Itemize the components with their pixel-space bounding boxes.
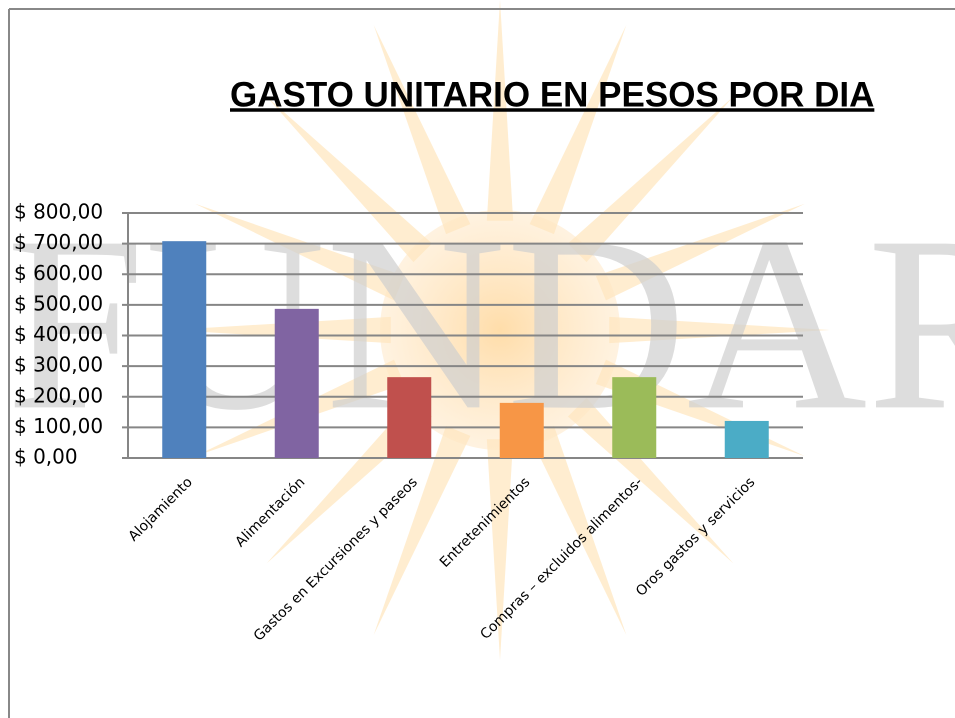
y-tick-label: $ 300,00 bbox=[14, 353, 103, 377]
bar bbox=[725, 421, 769, 458]
bar bbox=[612, 377, 656, 458]
bar bbox=[387, 377, 431, 458]
bar bbox=[162, 241, 206, 458]
y-tick-label: $ 800,00 bbox=[14, 200, 103, 224]
y-tick-label: $ 200,00 bbox=[14, 383, 103, 407]
bar bbox=[275, 309, 319, 458]
x-tick-label: Oros gastos y servicios bbox=[633, 474, 758, 599]
y-tick-label: $ 0,00 bbox=[14, 445, 78, 469]
x-tick-label: Entretenimientos bbox=[437, 474, 534, 571]
page: {"chart_data": {"type": "bar", "title": … bbox=[0, 0, 955, 718]
x-tick-label: Alimentación bbox=[232, 474, 308, 550]
x-tick-label: Alojamiento bbox=[125, 474, 195, 544]
watermark-text: FUNDAR bbox=[6, 185, 955, 462]
y-tick-label: $ 600,00 bbox=[14, 261, 103, 285]
y-tick-label: $ 500,00 bbox=[14, 291, 103, 315]
chart-title: GASTO UNITARIO EN PESOS POR DIA bbox=[230, 75, 874, 114]
y-tick-label: $ 400,00 bbox=[14, 322, 103, 346]
y-tick-label: $ 100,00 bbox=[14, 414, 103, 438]
bar bbox=[500, 403, 544, 458]
y-tick-label: $ 700,00 bbox=[14, 230, 103, 254]
chart: FUNDAR GASTO UNITARIO EN PESOS POR DIA $… bbox=[0, 0, 955, 718]
